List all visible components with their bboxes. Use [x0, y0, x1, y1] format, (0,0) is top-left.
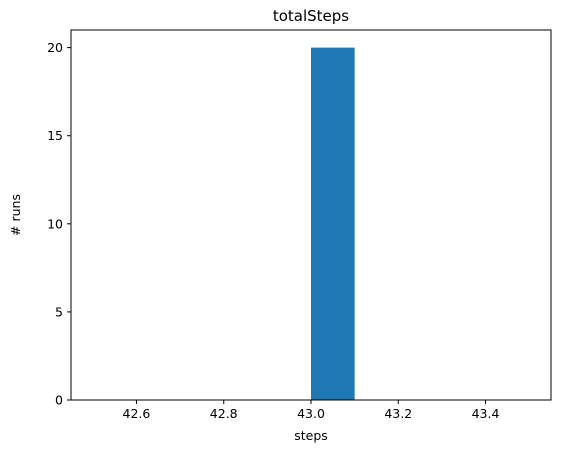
bars-group [311, 47, 355, 400]
y-tick-label: 0 [55, 393, 63, 408]
y-tick-label: 20 [47, 40, 63, 55]
x-tick-label: 42.6 [123, 406, 151, 421]
y-axis-label: # runs [8, 194, 23, 236]
x-tick-label: 43.4 [472, 406, 500, 421]
histogram-bar-0 [311, 47, 355, 400]
x-tick-label: 43.2 [384, 406, 412, 421]
x-axis-label: steps [294, 428, 328, 443]
x-tick-label: 43.0 [297, 406, 325, 421]
y-tick-label: 5 [55, 304, 63, 319]
x-tick-label: 42.8 [210, 406, 238, 421]
x-axis: 42.6 42.8 43.0 43.2 43.4 [123, 400, 500, 421]
y-tick-label: 10 [47, 216, 63, 231]
y-axis: 0 5 10 15 20 [47, 40, 71, 408]
chart-title: totalSteps [273, 7, 349, 25]
y-tick-label: 15 [47, 128, 63, 143]
